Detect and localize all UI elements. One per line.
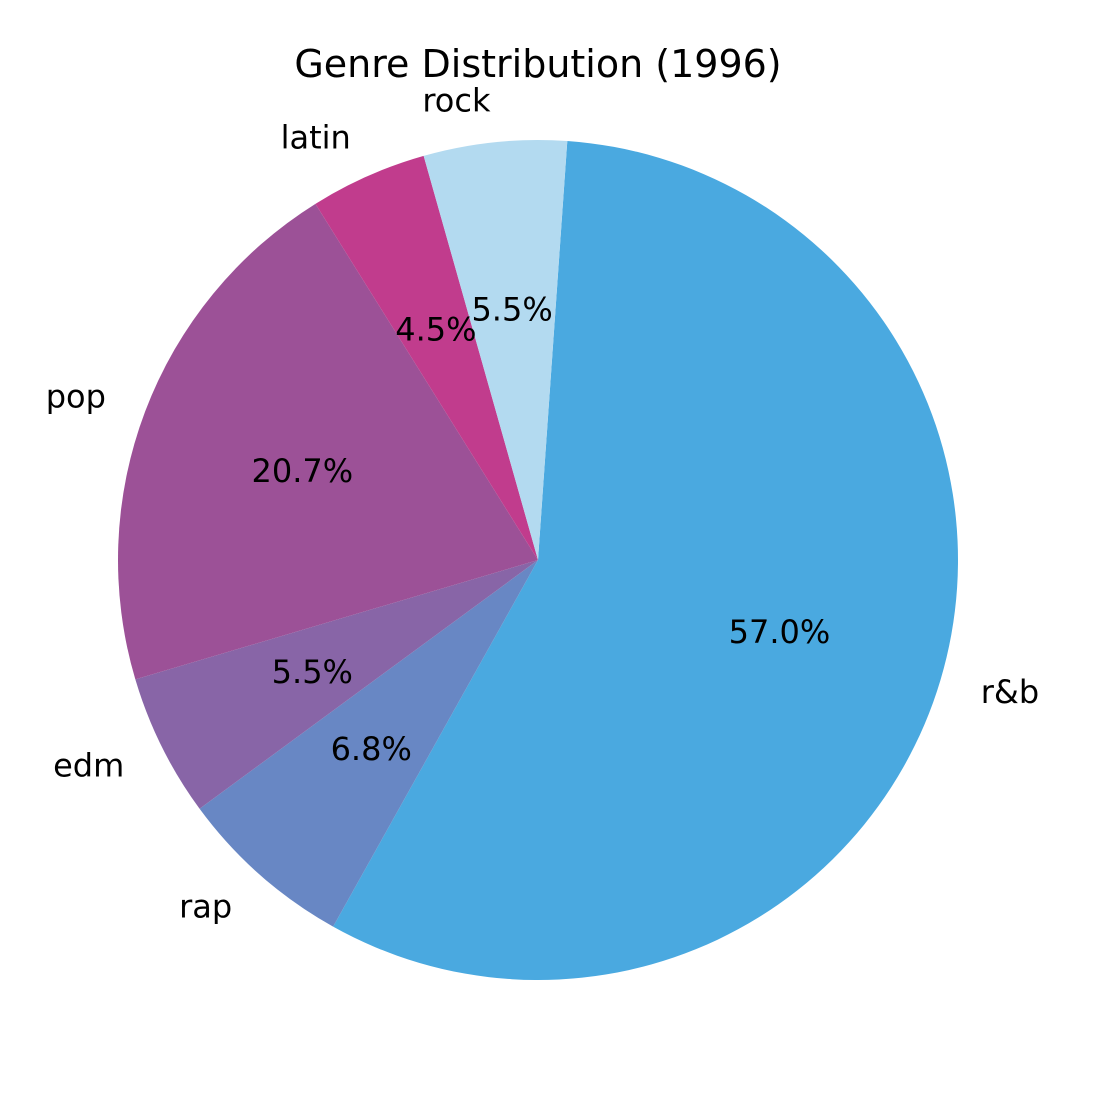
- slice-label-latin: latin: [281, 119, 351, 157]
- chart-title: Genre Distribution (1996): [294, 42, 781, 86]
- pct-label-rock: 5.5%: [471, 290, 552, 328]
- pie-slices: [118, 139, 958, 981]
- pct-label-edm: 5.5%: [272, 653, 353, 691]
- pie-slice-edm: [135, 560, 538, 809]
- slice-label-rock: rock: [422, 81, 491, 119]
- slice-label-edm: edm: [53, 747, 124, 785]
- pct-label-r-b: 57.0%: [729, 613, 831, 651]
- pct-label-rap: 6.8%: [331, 730, 412, 768]
- pie-slice-rock: [423, 139, 568, 560]
- pct-label-pop: 20.7%: [252, 452, 354, 490]
- pie-labels: 57.0% r&b 6.8% rap 5.5% edm 20.7% pop 4.5% latin 5…: [46, 81, 1039, 925]
- pie-slice-latin: [315, 155, 538, 560]
- pie-slice-pop: [118, 203, 539, 680]
- slice-label-r-b: r&b: [981, 673, 1039, 711]
- pie-slice-r-b: [333, 141, 958, 981]
- pie-slice-rap: [199, 560, 539, 927]
- slice-label-rap: rap: [179, 887, 232, 925]
- slice-label-pop: pop: [46, 377, 106, 415]
- pct-label-latin: 4.5%: [395, 311, 476, 349]
